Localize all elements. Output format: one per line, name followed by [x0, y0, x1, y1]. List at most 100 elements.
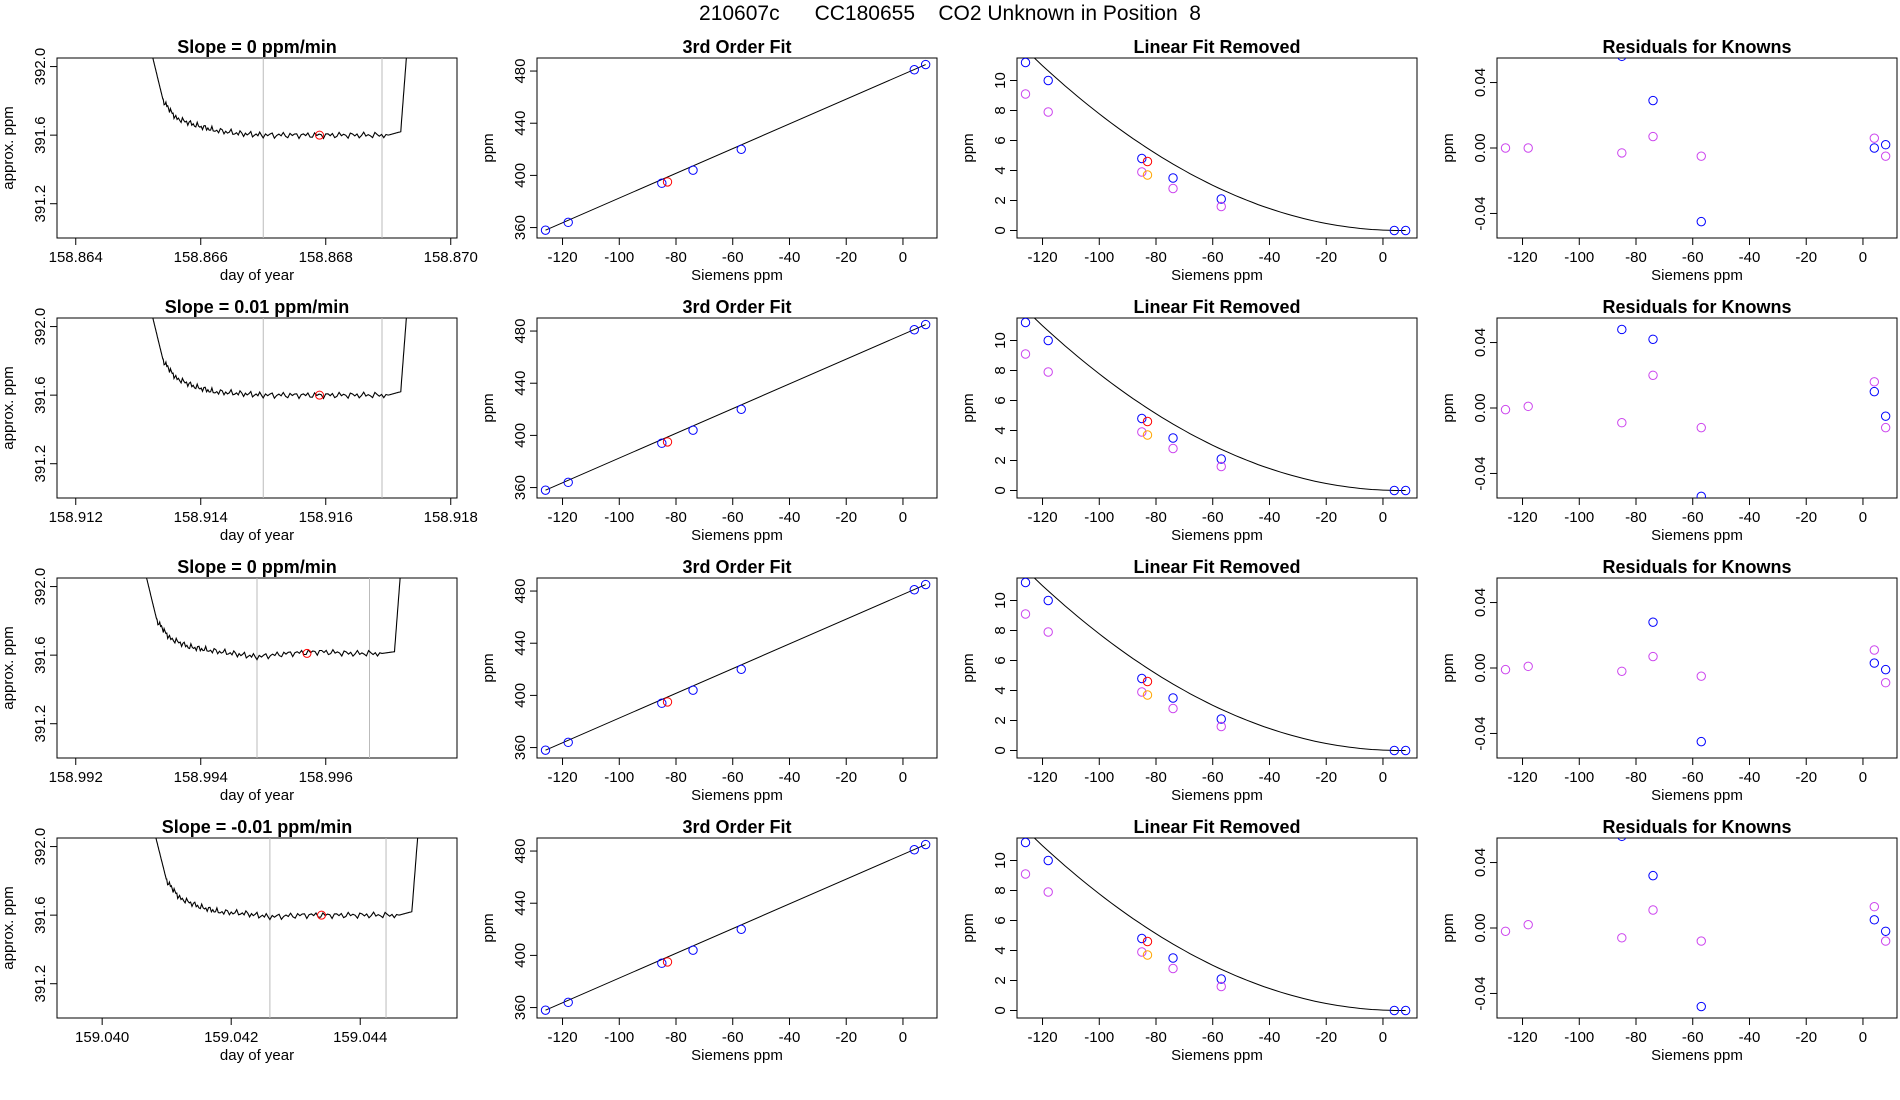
point-second: [1869, 902, 1880, 912]
unknown-marker: [315, 390, 324, 400]
point-knowns: [1389, 1005, 1400, 1016]
point-knowns: [1137, 413, 1147, 424]
panel-4-3: Linear Fit Removed -120 -100 -80 -60 -40 -20 0 S…: [960, 817, 1418, 1064]
plot-frame: [536, 837, 938, 1019]
fit-line: [545, 584, 926, 751]
panel-3-3: Linear Fit Removed -120 -100 -80 -60 -40 -20 0 S…: [960, 557, 1418, 804]
y-tick-label: 392.0: [32, 568, 49, 606]
x-tick-label: -40: [1739, 249, 1761, 266]
x-tick-label: -60: [1202, 769, 1224, 786]
plot-frame: [1496, 577, 1898, 759]
plot-area: [152, 318, 407, 498]
y-tick-label: 6: [992, 916, 1009, 924]
point-knowns: [1696, 491, 1706, 498]
point-knowns: [540, 485, 551, 495]
point-unknown-second: [1142, 690, 1153, 700]
x-tick-label: -60: [1202, 249, 1224, 266]
point-knowns: [920, 839, 931, 850]
x-tick-label: 0: [899, 769, 907, 786]
unknown-marker: [302, 648, 312, 658]
point-second: [1880, 678, 1891, 688]
panel-1-1: Slope = 0 ppm/min 158.864 158.866 158.868 15…: [0, 37, 478, 284]
point-second: [1216, 981, 1226, 992]
x-tick-label: -60: [722, 509, 744, 526]
y-tick-label: 6: [992, 656, 1009, 664]
x-tick-label: -60: [1202, 509, 1224, 526]
y-tick-label: 2: [992, 456, 1009, 464]
y-tick-label: 8: [992, 366, 1009, 374]
point-second: [1168, 183, 1178, 194]
x-tick-label: -20: [1315, 249, 1337, 266]
panel-title: Residuals for Knowns: [1602, 297, 1791, 317]
point-second: [1880, 151, 1891, 161]
y-axis-label: ppm: [480, 653, 497, 682]
panel-3-2: 3rd Order Fit -120 -100 -80 -60 -40 -20 0 Siemen…: [480, 557, 938, 804]
y-tick-label: -0.04: [1472, 716, 1489, 750]
x-axis-label: Siemens ppm: [1171, 1047, 1263, 1064]
plot-area: [1020, 58, 1411, 236]
plot-frame: [1016, 317, 1418, 499]
panel-1-3: Linear Fit Removed -120 -100 -80 -60 -40 -20 0 S…: [960, 37, 1418, 284]
x-tick-label: -80: [1145, 249, 1167, 266]
x-axis-label: Siemens ppm: [1171, 267, 1263, 284]
point-unknown: [1142, 416, 1153, 427]
y-tick-label: 8: [992, 106, 1009, 114]
y-axis-label: ppm: [480, 393, 497, 422]
point-knowns: [909, 845, 920, 855]
point-second: [1869, 377, 1880, 387]
y-axis-label: approx. ppm: [0, 106, 17, 189]
y-tick-label: 8: [992, 626, 1009, 634]
x-tick-label: -120: [1028, 249, 1058, 266]
x-tick-label: -120: [1508, 1029, 1538, 1046]
y-tick-label: 440: [512, 631, 529, 656]
point-second: [1168, 703, 1178, 714]
x-tick-label: -80: [1625, 249, 1647, 266]
point-knowns: [1696, 216, 1706, 227]
point-second: [1523, 920, 1533, 930]
x-tick-label: -100: [1084, 249, 1114, 266]
point-knowns: [1043, 595, 1053, 606]
point-second: [1880, 936, 1891, 946]
point-knowns: [909, 65, 920, 75]
plot-area: [540, 319, 931, 495]
y-tick-label: -0.04: [1472, 456, 1489, 490]
point-knowns: [1648, 870, 1658, 881]
x-tick-label: 0: [1859, 509, 1867, 526]
x-tick-label: -80: [1625, 509, 1647, 526]
point-unknown: [662, 697, 673, 707]
panel-title: Residuals for Knowns: [1602, 817, 1791, 837]
panel-title: 3rd Order Fit: [682, 557, 791, 577]
x-tick-label: 0: [1859, 1029, 1867, 1046]
point-knowns: [1869, 915, 1880, 925]
plot-frame: [1496, 57, 1898, 239]
point-unknown-second: [1142, 430, 1153, 440]
y-tick-label: 392.0: [32, 48, 49, 86]
x-axis-label: Siemens ppm: [1171, 527, 1263, 544]
x-tick-label: -80: [1145, 509, 1167, 526]
y-tick-label: -0.04: [1472, 196, 1489, 230]
plot-area: [155, 838, 419, 1018]
x-tick-label: -80: [665, 1029, 687, 1046]
x-tick-label: -120: [1028, 1029, 1058, 1046]
y-axis-label: ppm: [480, 133, 497, 162]
x-tick-label: -40: [1739, 509, 1761, 526]
x-tick-label: 0: [1379, 769, 1387, 786]
y-tick-label: 0.04: [1472, 848, 1489, 877]
plot-frame: [1016, 577, 1418, 759]
x-axis-label: Siemens ppm: [1651, 787, 1743, 804]
fit-curve: [1033, 838, 1406, 1011]
point-knowns: [920, 579, 931, 590]
point-knowns: [563, 217, 573, 228]
y-axis-label: ppm: [960, 653, 977, 682]
x-tick-label: -100: [1564, 249, 1594, 266]
panel-1-4: Residuals for Knowns -120 -100 -80 -60 -40 -20…: [1440, 37, 1898, 284]
point-knowns: [1648, 95, 1658, 106]
y-tick-label: 0.04: [1472, 588, 1489, 617]
x-tick-label: -80: [1145, 1029, 1167, 1046]
x-tick-label: 158.912: [49, 509, 103, 526]
plot-area: [1500, 838, 1891, 1012]
point-unknown: [662, 437, 673, 447]
point-knowns: [1216, 454, 1226, 464]
x-tick-label: -40: [779, 769, 801, 786]
point-second: [1137, 167, 1147, 177]
